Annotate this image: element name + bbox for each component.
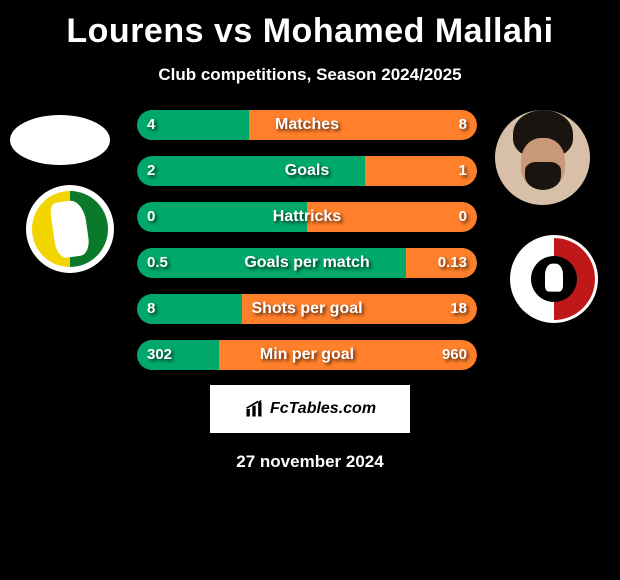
brand-text: FcTables.com bbox=[270, 400, 376, 418]
stat-row: 302960Min per goal bbox=[137, 340, 477, 370]
stat-label: Min per goal bbox=[137, 340, 477, 370]
date-label: 27 november 2024 bbox=[0, 452, 620, 472]
club-right-badge bbox=[510, 235, 598, 323]
stat-row: 48Matches bbox=[137, 110, 477, 140]
player-left-avatar bbox=[10, 115, 110, 165]
stat-label: Shots per goal bbox=[137, 294, 477, 324]
page-title: Lourens vs Mohamed Mallahi bbox=[0, 0, 620, 51]
player-right-avatar bbox=[495, 110, 590, 205]
stat-row: 818Shots per goal bbox=[137, 294, 477, 324]
chart-icon bbox=[244, 399, 264, 419]
stat-label: Hattricks bbox=[137, 202, 477, 232]
stat-label: Goals bbox=[137, 156, 477, 186]
page-subtitle: Club competitions, Season 2024/2025 bbox=[0, 65, 620, 85]
stat-label: Goals per match bbox=[137, 248, 477, 278]
stat-row: 21Goals bbox=[137, 156, 477, 186]
stats-bars: 48Matches 21Goals 00Hattricks 0.50.13Goals … bbox=[137, 110, 477, 386]
club-left-badge bbox=[26, 185, 114, 273]
brand-badge: FcTables.com bbox=[210, 385, 410, 433]
stat-label: Matches bbox=[137, 110, 477, 140]
stat-row: 0.50.13Goals per match bbox=[137, 248, 477, 278]
stat-row: 00Hattricks bbox=[137, 202, 477, 232]
